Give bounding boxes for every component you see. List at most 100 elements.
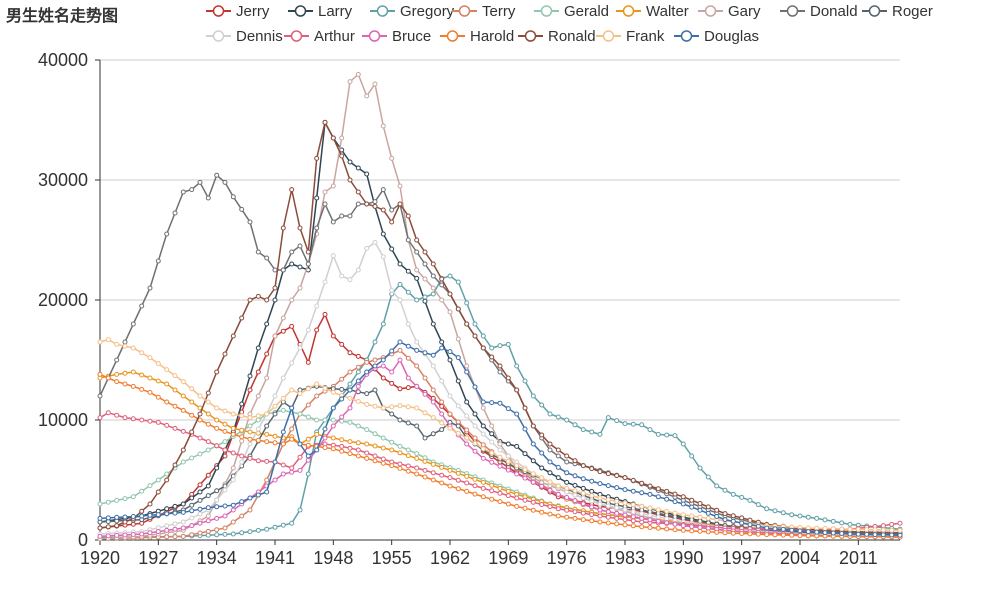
- data-point-frank: [347, 395, 353, 401]
- data-point-gary: [372, 81, 378, 87]
- data-point-gerald: [364, 427, 370, 433]
- data-point-walter: [314, 431, 320, 437]
- data-point-walter: [222, 421, 228, 427]
- data-point-dennis: [222, 487, 228, 493]
- data-point-larry: [414, 275, 420, 281]
- data-point-harold: [589, 518, 595, 524]
- data-point-ronald: [489, 354, 495, 360]
- data-point-douglas: [139, 513, 145, 519]
- data-point-bruce: [464, 441, 470, 447]
- legend-item-ronald[interactable]: Ronald: [518, 25, 596, 47]
- data-point-bruce: [555, 491, 561, 497]
- legend-symbol-icon: [206, 30, 231, 42]
- legend-item-walter[interactable]: Walter: [616, 0, 689, 22]
- data-point-frank: [655, 507, 661, 513]
- data-point-bruce: [139, 531, 145, 537]
- data-point-walter: [330, 435, 336, 441]
- data-point-arthur: [139, 417, 145, 423]
- data-point-walter: [455, 470, 461, 476]
- data-point-douglas: [722, 517, 728, 523]
- x-tick-label: 1934: [197, 548, 237, 568]
- legend-item-douglas[interactable]: Douglas: [674, 25, 759, 47]
- legend-item-arthur[interactable]: Arthur: [284, 25, 355, 47]
- legend-item-roger[interactable]: Roger: [862, 0, 933, 22]
- data-point-larry: [264, 321, 270, 327]
- data-point-frank: [147, 355, 153, 361]
- data-point-gregory: [289, 520, 295, 526]
- legend-item-donald[interactable]: Donald: [780, 0, 858, 22]
- legend-item-dennis[interactable]: Dennis: [206, 25, 283, 47]
- data-point-gregory: [397, 281, 403, 287]
- data-point-frank: [414, 405, 420, 411]
- data-point-arthur: [147, 418, 153, 424]
- legend-item-harold[interactable]: Harold: [440, 25, 514, 47]
- series-harold: [97, 371, 903, 540]
- data-point-roger: [439, 427, 445, 433]
- data-point-bruce: [180, 525, 186, 531]
- data-point-donald: [330, 219, 336, 225]
- y-tick-label: 0: [78, 530, 88, 550]
- data-point-bruce: [680, 523, 686, 529]
- data-point-donald: [347, 213, 353, 219]
- data-point-gregory: [464, 300, 470, 306]
- data-point-frank: [330, 389, 336, 395]
- data-point-gregory: [755, 502, 761, 508]
- data-point-douglas: [155, 512, 161, 518]
- data-point-walter: [230, 425, 236, 431]
- legend-item-larry[interactable]: Larry: [288, 0, 352, 22]
- legend-item-frank[interactable]: Frank: [596, 25, 664, 47]
- data-point-gerald: [380, 435, 386, 441]
- data-point-harold: [430, 477, 436, 483]
- data-point-bruce: [589, 504, 595, 510]
- data-point-roger: [422, 435, 428, 441]
- data-point-arthur: [264, 458, 270, 464]
- data-point-harold: [514, 503, 520, 509]
- data-point-harold: [172, 403, 178, 409]
- data-point-bruce: [355, 383, 361, 389]
- data-point-walter: [422, 458, 428, 464]
- data-point-ronald: [255, 293, 261, 299]
- data-point-dennis: [655, 514, 661, 520]
- data-point-ronald: [297, 225, 303, 231]
- data-point-walter: [430, 461, 436, 467]
- legend-item-bruce[interactable]: Bruce: [362, 25, 431, 47]
- data-point-douglas: [672, 499, 678, 505]
- x-tick-label: 2011: [839, 548, 878, 568]
- legend-item-jerry[interactable]: Jerry: [206, 0, 269, 22]
- data-point-arthur: [897, 520, 903, 526]
- data-point-harold: [664, 526, 670, 532]
- legend-item-gerald[interactable]: Gerald: [534, 0, 609, 22]
- legend-item-terry[interactable]: Terry: [452, 0, 515, 22]
- data-point-frank: [397, 403, 403, 409]
- data-point-douglas: [580, 476, 586, 482]
- data-point-douglas: [839, 531, 845, 536]
- data-point-gregory: [847, 521, 853, 527]
- data-point-terry: [247, 507, 253, 513]
- data-point-frank: [130, 345, 136, 351]
- legend-item-gregory[interactable]: Gregory: [370, 0, 454, 22]
- data-point-dennis: [297, 345, 303, 351]
- data-point-terry: [289, 426, 295, 432]
- data-point-terry: [414, 363, 420, 369]
- data-point-douglas: [347, 387, 353, 393]
- data-point-frank: [114, 341, 120, 347]
- data-point-arthur: [155, 419, 161, 425]
- data-point-gregory: [255, 527, 261, 533]
- data-point-ronald: [122, 519, 128, 525]
- data-point-larry: [164, 506, 170, 512]
- data-point-douglas: [455, 355, 461, 361]
- data-point-douglas: [114, 514, 120, 520]
- data-point-harold: [497, 499, 503, 505]
- data-point-harold: [389, 463, 395, 469]
- data-point-bruce: [639, 515, 645, 521]
- data-point-bruce: [230, 507, 236, 513]
- data-point-larry: [447, 357, 453, 363]
- data-point-douglas: [755, 523, 761, 529]
- data-point-gary: [264, 375, 270, 381]
- data-point-arthur: [630, 518, 636, 524]
- data-point-douglas: [97, 515, 103, 521]
- data-point-donald: [439, 282, 445, 288]
- data-point-harold: [455, 486, 461, 492]
- legend-item-gary[interactable]: Gary: [698, 0, 761, 22]
- data-point-ronald: [114, 523, 120, 529]
